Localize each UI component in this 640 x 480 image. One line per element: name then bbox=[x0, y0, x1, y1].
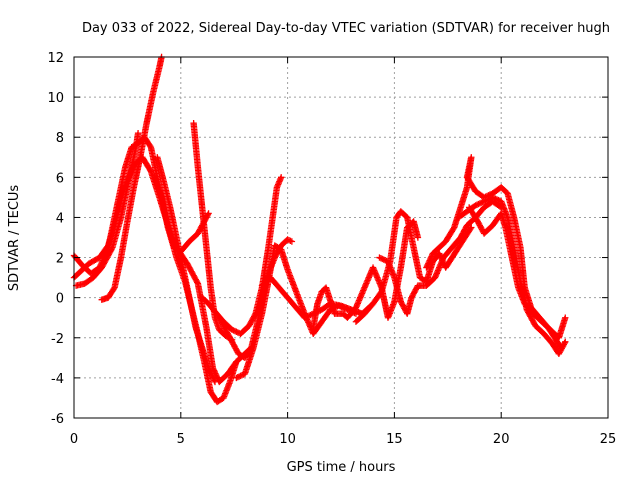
x-tick-label: 20 bbox=[493, 432, 510, 447]
y-tick-labels: -6 -4 -2 0 2 4 6 8 10 12 bbox=[47, 51, 64, 427]
data-point bbox=[381, 257, 389, 264]
plot-frame bbox=[73, 56, 609, 419]
data-point bbox=[193, 279, 201, 286]
series-sat-d bbox=[98, 53, 165, 303]
data-point bbox=[492, 195, 499, 202]
data-point bbox=[233, 374, 240, 382]
data-point bbox=[376, 254, 383, 261]
data-point bbox=[287, 237, 294, 245]
data-point bbox=[483, 196, 491, 204]
y-tick-label: -2 bbox=[51, 332, 64, 347]
data-point bbox=[377, 255, 385, 262]
axis-ticks bbox=[73, 56, 609, 419]
data-point bbox=[234, 374, 241, 381]
data-point bbox=[379, 255, 386, 263]
series-sat-c bbox=[72, 130, 142, 289]
data-point bbox=[489, 194, 496, 201]
data-point bbox=[301, 314, 308, 321]
data-point bbox=[285, 236, 293, 244]
data-point bbox=[230, 327, 237, 334]
series-sat-l bbox=[310, 218, 422, 331]
series-sat-q bbox=[465, 204, 569, 341]
data-point bbox=[414, 234, 422, 241]
data-point bbox=[284, 236, 291, 243]
data-point bbox=[479, 198, 486, 206]
x-tick-label: 5 bbox=[177, 432, 185, 447]
data-point bbox=[231, 327, 239, 335]
chart-title: Day 033 of 2022, Sidereal Day-to-day VTE… bbox=[82, 21, 610, 36]
data-point bbox=[482, 197, 489, 204]
data-point bbox=[495, 196, 502, 204]
series-sat-f bbox=[154, 154, 219, 386]
data-point bbox=[561, 339, 568, 347]
data-point bbox=[476, 200, 484, 207]
data-point bbox=[468, 224, 475, 231]
data-point bbox=[307, 311, 314, 319]
data-point bbox=[235, 373, 243, 380]
data-point bbox=[237, 372, 244, 380]
y-tick-label: -4 bbox=[51, 372, 64, 387]
data-points bbox=[70, 53, 569, 406]
data-point bbox=[486, 195, 494, 202]
grid bbox=[74, 57, 608, 418]
x-tick-label: 15 bbox=[386, 432, 403, 447]
x-axis-label: GPS time / hours bbox=[287, 460, 396, 475]
data-point bbox=[472, 202, 479, 209]
data-point bbox=[277, 174, 285, 181]
y-tick-label: 0 bbox=[56, 292, 64, 307]
data-point bbox=[302, 313, 310, 321]
y-tick-label: 8 bbox=[56, 131, 64, 146]
data-point bbox=[562, 314, 569, 321]
x-tick-label: 10 bbox=[279, 432, 296, 447]
data-point bbox=[473, 201, 481, 208]
y-tick-label: 2 bbox=[56, 252, 64, 267]
data-point bbox=[238, 372, 246, 379]
data-point bbox=[480, 198, 488, 205]
data-point bbox=[211, 378, 219, 386]
data-point bbox=[146, 142, 154, 150]
x-tick-label: 25 bbox=[600, 432, 617, 447]
x-tick-labels: 0 5 10 15 20 25 bbox=[70, 432, 616, 447]
series-sat-k bbox=[258, 274, 375, 321]
x-tick-label: 0 bbox=[70, 432, 78, 447]
data-point bbox=[493, 196, 501, 203]
series-sat-m bbox=[352, 208, 475, 325]
data-point bbox=[205, 210, 212, 217]
data-point bbox=[475, 200, 482, 208]
y-tick-label: 12 bbox=[47, 51, 64, 66]
data-point bbox=[380, 256, 387, 263]
y-tick-label: 6 bbox=[56, 171, 64, 186]
data-point bbox=[305, 312, 313, 319]
data-point bbox=[233, 328, 240, 335]
y-tick-label: 10 bbox=[47, 91, 64, 106]
data-point bbox=[228, 326, 236, 333]
series-sat-n bbox=[376, 198, 505, 317]
data-point bbox=[134, 130, 142, 137]
data-point bbox=[233, 358, 240, 366]
y-tick-label: -6 bbox=[51, 412, 64, 427]
series-sat-p bbox=[455, 194, 569, 358]
data-point bbox=[304, 313, 311, 320]
data-point bbox=[485, 196, 492, 203]
y-axis-label: SDTVAR / TECUs bbox=[7, 185, 22, 292]
data-point bbox=[490, 194, 498, 202]
data-point bbox=[108, 245, 115, 253]
data-point bbox=[251, 311, 259, 319]
data-point bbox=[562, 338, 569, 345]
data-point bbox=[478, 199, 485, 206]
y-tick-label: 4 bbox=[56, 211, 64, 226]
data-point bbox=[288, 238, 296, 245]
